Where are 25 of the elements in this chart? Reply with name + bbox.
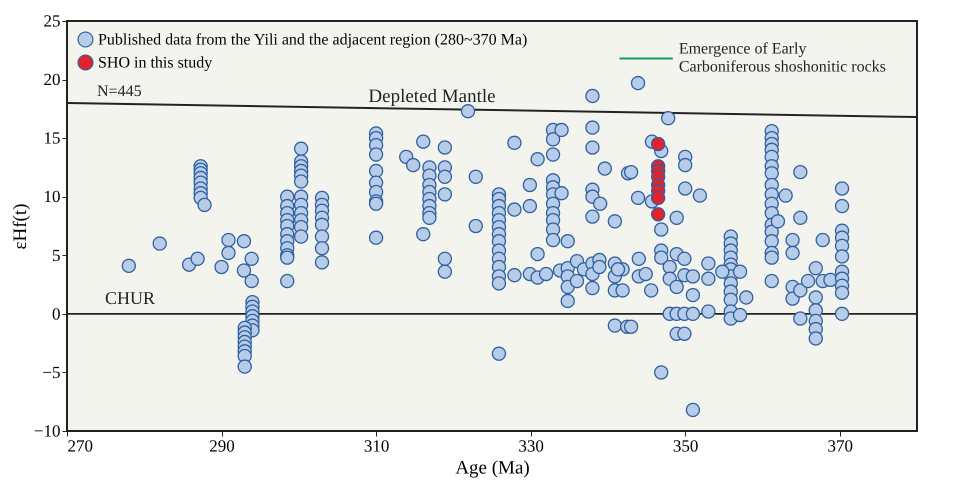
y-tick-label: −5 [42, 362, 60, 382]
point [650, 207, 666, 222]
y-tick-label: 5 [52, 246, 60, 265]
point [650, 190, 666, 206]
series-label: Depleted Mantle [368, 86, 496, 108]
x-tick-label: 270 [68, 436, 93, 456]
ref-line-label: CHUR [105, 288, 156, 308]
y-tick-label: 0 [52, 304, 60, 324]
y-tick-label: −10 [34, 422, 60, 440]
y-tick-label: 10 [44, 187, 60, 206]
y-tick-label: 15 [44, 128, 60, 148]
x-tick-label: 290 [209, 436, 235, 456]
x-tick-label: 330 [518, 436, 544, 456]
legend-label: Published data from the Yili and the adjacent region (280~370 Ma) [98, 32, 528, 48]
x-axis-title: Age (Ma) [455, 458, 530, 478]
x-tick-label: 370 [827, 436, 853, 456]
y-tick-label: 20 [44, 70, 60, 90]
annotation: Emergence of Early Carboniferous shoshonitic rocks [678, 40, 886, 76]
x-tick-label: 310 [364, 436, 390, 456]
x-tick-label: 350 [672, 436, 698, 456]
annotation: N=445 [97, 83, 142, 100]
y-axis-title: εHf(t) [10, 204, 31, 250]
point [650, 136, 666, 152]
legend-label: SHO in this study [98, 54, 212, 72]
y-tick-label: 25 [44, 12, 60, 30]
